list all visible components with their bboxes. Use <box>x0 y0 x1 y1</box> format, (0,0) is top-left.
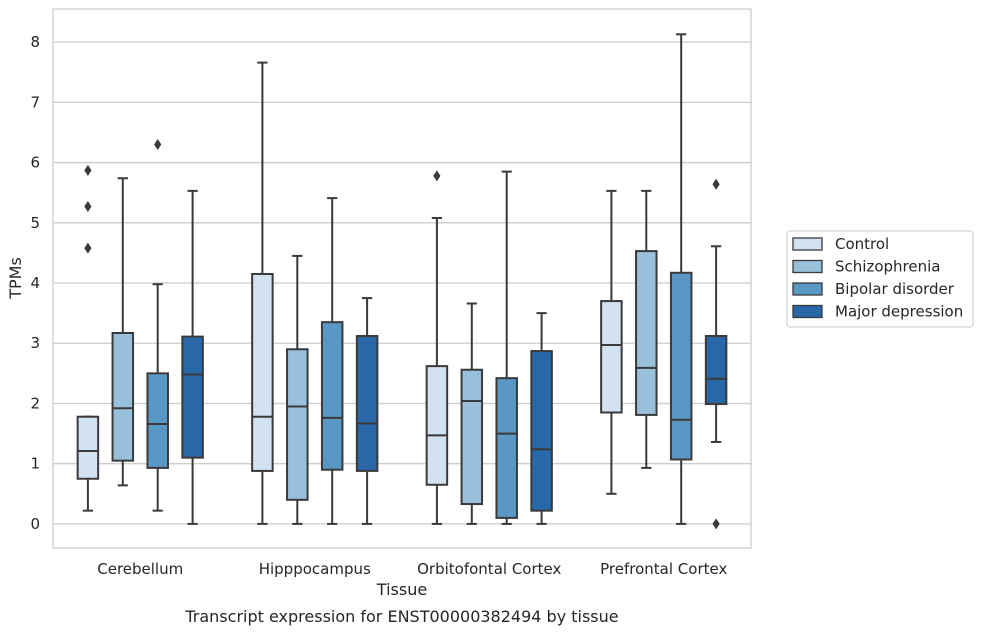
box <box>320 197 344 525</box>
x-tick-label: Orbitofontal Cortex <box>417 560 561 578</box>
y-tick-labels: 0 1 2 3 4 5 6 7 8 <box>30 33 40 533</box>
box <box>530 312 553 525</box>
grid-lines <box>53 41 751 525</box>
box-body <box>111 332 135 462</box>
box-body <box>320 321 344 471</box>
box-body <box>600 300 623 414</box>
box <box>286 254 309 525</box>
legend-items: Control Schizophrenia Bipolar disorder Majo… <box>792 235 963 321</box>
box-body <box>425 365 449 486</box>
y-tick-label: 4 <box>30 274 40 292</box>
outlier-point <box>84 164 92 176</box>
outlier-point <box>84 242 92 254</box>
box <box>600 189 623 495</box>
y-tick-label: 7 <box>30 93 40 111</box>
legend-swatch <box>792 304 823 319</box>
box-series <box>111 177 658 525</box>
x-axis-label: Tissue <box>376 580 427 599</box>
box-series <box>146 33 693 525</box>
y-tick-label: 8 <box>30 33 40 51</box>
x-tick-label: Cerebellum <box>97 560 183 578</box>
y-tick-label: 0 <box>30 515 40 533</box>
box-body <box>635 250 658 416</box>
legend-label: Schizophrenia <box>835 258 940 276</box>
legend-label: Control <box>835 235 889 253</box>
box <box>425 170 449 525</box>
box <box>251 61 274 525</box>
plot-frame <box>52 8 752 549</box>
box-body <box>76 415 100 480</box>
box-body <box>530 350 553 512</box>
legend-swatch <box>792 282 823 296</box>
x-tick-label: Prefrontal Cortex <box>600 560 727 578</box>
legend: Control Schizophrenia Bipolar disorder Majo… <box>786 230 974 328</box>
legend-label: Major depression <box>835 303 963 321</box>
box <box>704 178 728 530</box>
box <box>460 302 484 525</box>
box-body <box>146 372 169 469</box>
legend-label: Bipolar disorder <box>835 280 955 298</box>
legend-swatch <box>792 237 823 251</box>
outlier-point <box>712 178 720 190</box>
box <box>76 164 100 512</box>
outlier-point <box>433 170 441 182</box>
legend-swatch <box>792 259 823 274</box>
y-tick-label: 5 <box>30 214 40 232</box>
y-axis-label: TPMs <box>6 257 25 300</box>
box <box>181 189 204 525</box>
box-body <box>495 377 518 519</box>
y-tick-label: 6 <box>30 154 40 172</box>
box-body <box>669 271 693 461</box>
box <box>495 170 518 525</box>
box-body <box>181 335 204 459</box>
box-body <box>460 368 484 506</box>
box-body <box>251 272 274 472</box>
box <box>669 33 693 525</box>
box-series <box>181 178 728 530</box>
box <box>635 189 658 469</box>
box <box>355 297 379 525</box>
y-tick-label: 1 <box>30 455 40 473</box>
box-series <box>76 61 623 525</box>
outlier-point <box>154 139 162 151</box>
y-tick-label: 2 <box>30 394 40 412</box>
box <box>111 177 135 487</box>
x-tick-labels: Cerebellum Hipppocampus Orbitofontal Corte… <box>97 560 727 578</box>
box-body <box>286 348 309 501</box>
box-series-layer <box>76 33 728 530</box>
chart-caption: Transcript expression for ENST0000038249… <box>184 607 618 626</box>
y-tick-label: 3 <box>30 334 40 352</box>
legend-frame <box>786 230 974 328</box>
outlier-point <box>712 518 720 530</box>
outlier-point <box>84 201 92 213</box>
x-tick-label: Hipppocampus <box>259 560 371 578</box>
box-body <box>704 335 728 406</box>
box <box>146 139 169 512</box>
box-body <box>355 335 379 472</box>
